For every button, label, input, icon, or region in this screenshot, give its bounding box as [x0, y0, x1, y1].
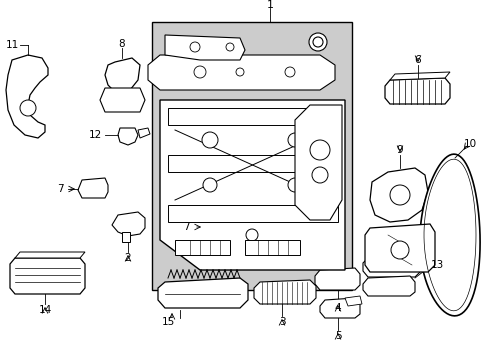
Polygon shape	[152, 22, 351, 290]
Polygon shape	[122, 232, 130, 242]
Text: 9: 9	[396, 145, 403, 155]
Polygon shape	[100, 88, 145, 112]
Polygon shape	[384, 78, 449, 104]
Polygon shape	[253, 280, 315, 304]
Text: 12: 12	[88, 130, 102, 140]
Circle shape	[309, 140, 329, 160]
Polygon shape	[78, 178, 108, 198]
Polygon shape	[168, 205, 337, 222]
Polygon shape	[294, 105, 341, 220]
Text: 14: 14	[38, 305, 52, 315]
Polygon shape	[164, 35, 244, 60]
Polygon shape	[15, 252, 85, 258]
Text: 3: 3	[278, 317, 285, 327]
Text: 1: 1	[266, 0, 273, 10]
Circle shape	[202, 132, 218, 148]
Polygon shape	[203, 216, 234, 236]
Polygon shape	[160, 100, 345, 270]
Text: 11: 11	[5, 40, 19, 50]
Circle shape	[203, 178, 217, 192]
Circle shape	[311, 167, 327, 183]
Circle shape	[389, 185, 409, 205]
Text: 7: 7	[183, 222, 189, 232]
Polygon shape	[138, 128, 150, 138]
Polygon shape	[362, 276, 414, 296]
Polygon shape	[364, 224, 434, 272]
Polygon shape	[314, 268, 359, 290]
Circle shape	[245, 229, 258, 241]
Polygon shape	[118, 128, 138, 145]
Polygon shape	[369, 168, 427, 222]
Circle shape	[190, 42, 200, 52]
Circle shape	[225, 43, 234, 51]
Text: 7: 7	[57, 184, 63, 194]
Circle shape	[390, 241, 408, 259]
Text: 8: 8	[119, 39, 125, 49]
Text: 6: 6	[414, 55, 421, 65]
Polygon shape	[168, 108, 337, 125]
Polygon shape	[158, 278, 247, 308]
Polygon shape	[10, 258, 85, 294]
Circle shape	[308, 33, 326, 51]
Polygon shape	[112, 212, 145, 236]
Circle shape	[287, 133, 302, 147]
Text: 10: 10	[463, 139, 476, 149]
Polygon shape	[389, 72, 449, 80]
Polygon shape	[362, 255, 419, 277]
Circle shape	[312, 37, 323, 47]
Text: 5: 5	[334, 331, 341, 341]
Circle shape	[285, 67, 294, 77]
Polygon shape	[244, 240, 299, 255]
Text: 15: 15	[161, 317, 174, 327]
Text: 13: 13	[429, 260, 443, 270]
Polygon shape	[419, 154, 479, 316]
Polygon shape	[6, 55, 48, 138]
Polygon shape	[345, 296, 361, 306]
Polygon shape	[168, 155, 337, 172]
Polygon shape	[319, 298, 359, 318]
Polygon shape	[148, 55, 334, 90]
Text: 2: 2	[124, 253, 131, 263]
Polygon shape	[175, 240, 229, 255]
Circle shape	[194, 66, 205, 78]
Circle shape	[236, 68, 244, 76]
Polygon shape	[105, 58, 140, 92]
Circle shape	[287, 178, 302, 192]
Circle shape	[20, 100, 36, 116]
Text: 4: 4	[334, 303, 341, 313]
